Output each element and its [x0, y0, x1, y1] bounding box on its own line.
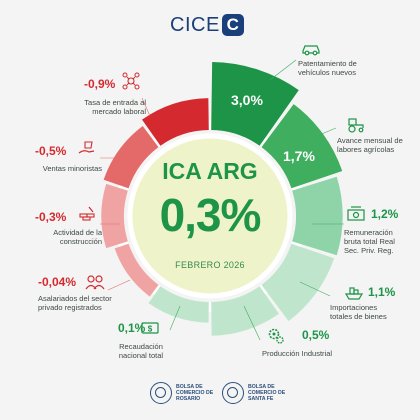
cicec-logo: CICE C	[170, 12, 250, 38]
chart-segment-8	[101, 183, 128, 249]
label-remuneracion: Remuneración bruta total Real Sec. Priv.…	[344, 228, 395, 255]
people-icon	[85, 275, 105, 290]
leader-line-5	[243, 305, 261, 341]
logo-text: CICE	[170, 13, 220, 36]
value-ventas: -0,5%	[35, 144, 67, 158]
chart-segment-3	[292, 176, 343, 256]
center-value: 0,3%	[159, 189, 262, 241]
network-icon	[122, 72, 140, 90]
value-recaudacion: 0,1%	[118, 321, 146, 335]
banknote-icon: $	[141, 322, 159, 334]
tractor-icon	[348, 118, 364, 133]
label-ventas: Ventas minoristas	[42, 164, 102, 173]
footer-logo-rosario: BOLSA DE COMERCIO DE ROSARIO	[150, 380, 224, 406]
value-patentamiento: 3,0%	[231, 92, 263, 108]
leader-line-4	[299, 281, 331, 297]
value-tasa-entrada: -0,9%	[84, 77, 116, 91]
money-icon	[347, 206, 365, 221]
value-construccion: -0,3%	[35, 210, 67, 224]
leader-line-7	[107, 279, 131, 291]
label-asalariados: Asalariados del sector privado registrad…	[38, 294, 112, 312]
center-date: FEBRERO 2026	[175, 260, 245, 270]
value-avance-labores: 1,7%	[283, 148, 315, 164]
label-importaciones: Importaciones totales de bienes	[330, 303, 387, 321]
chart-segment-1	[211, 62, 299, 146]
car-icon	[302, 45, 320, 56]
leader-line-10	[141, 97, 151, 117]
center-circle	[127, 133, 293, 299]
svg-text:$: $	[148, 325, 153, 334]
value-produccion: 0,5%	[302, 328, 330, 342]
chart-segment-10	[142, 98, 209, 146]
ship-icon	[344, 287, 364, 300]
leader-line-6	[169, 305, 181, 331]
shopping-hand-icon	[78, 141, 95, 154]
label-recaudacion: Recaudación nacional total	[118, 342, 164, 360]
chart-segment-4	[261, 243, 335, 321]
leader-line-2	[311, 127, 337, 139]
footer-logo-santafe: BOLSA DE COMERCIO DE SANTA FE	[222, 380, 294, 406]
label-produccion: Producción Industrial	[262, 349, 333, 358]
value-importaciones: 1,1%	[368, 285, 396, 299]
chart-segment-2	[261, 104, 343, 189]
chart-segment-9	[103, 126, 159, 189]
logo-mark: C	[221, 14, 244, 36]
chart-segment-7	[114, 243, 159, 297]
label-tasa-entrada: Tasa de entrada al mercado laboral	[84, 98, 146, 116]
rosario-logo-text: BOLSA DE COMERCIO DE ROSARIO	[176, 384, 214, 402]
gears-icon	[268, 328, 284, 344]
label-construccion: Actividad de la construcción	[53, 228, 102, 246]
center-title: ICA ARG	[162, 158, 258, 184]
value-remuneracion: 1,2%	[371, 207, 399, 221]
label-avance-labores: Avance mensual de labores agrícolas	[337, 136, 403, 154]
rosario-seal-icon	[150, 382, 172, 404]
santafe-seal-icon	[222, 382, 244, 404]
chart-segment-5	[211, 286, 279, 336]
value-asalariados: -0,04%	[38, 275, 77, 289]
label-patentamiento: Patentamiento de vehículos nuevos	[298, 59, 357, 77]
leader-line-1	[269, 59, 297, 81]
bricks-icon	[79, 206, 95, 221]
santafe-logo-text: BOLSA DE COMERCIO DE SANTA FE	[248, 384, 286, 402]
chart-segment-6	[148, 286, 209, 323]
